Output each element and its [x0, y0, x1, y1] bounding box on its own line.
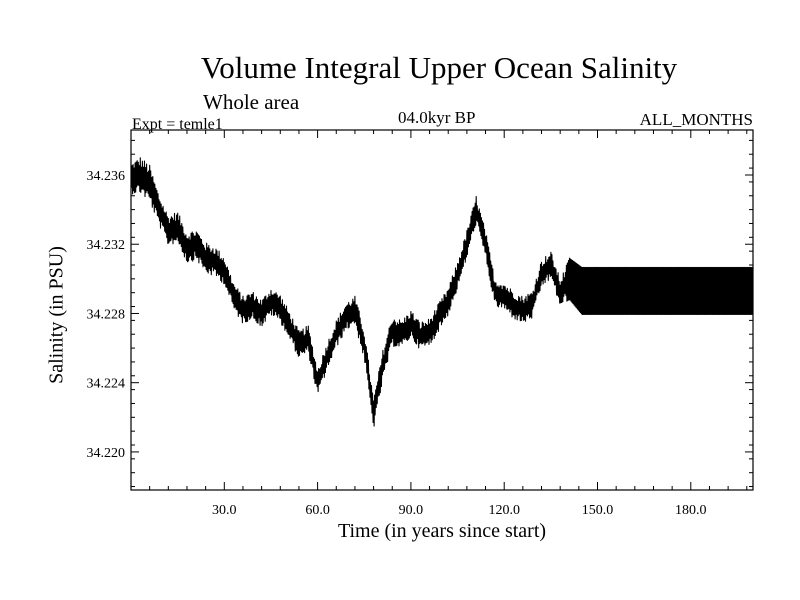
y-tick-label: 34.232 [87, 238, 126, 253]
months-label: ALL_MONTHS [639, 110, 753, 129]
y-tick-label: 34.236 [87, 169, 126, 184]
x-tick-label: 60.0 [305, 503, 330, 518]
period-label: 04.0kyr BP [398, 108, 476, 127]
x-tick-label: 180.0 [675, 503, 707, 518]
x-tick-label: 90.0 [399, 503, 424, 518]
chart-subtitle: Whole area [203, 90, 300, 114]
experiment-label: Expt = temle1 [132, 116, 223, 133]
x-tick-label: 120.0 [488, 503, 520, 518]
chart-title: Volume Integral Upper Ocean Salinity [200, 50, 678, 85]
y-tick-label: 34.220 [87, 446, 126, 461]
x-tick-label: 30.0 [212, 503, 237, 518]
x-tick-label: 150.0 [582, 503, 614, 518]
y-tick-label: 34.228 [87, 307, 126, 322]
salinity-series-line [130, 157, 754, 427]
y-tick-label: 34.224 [87, 377, 126, 392]
x-axis-label: Time (in years since start) [337, 520, 547, 542]
